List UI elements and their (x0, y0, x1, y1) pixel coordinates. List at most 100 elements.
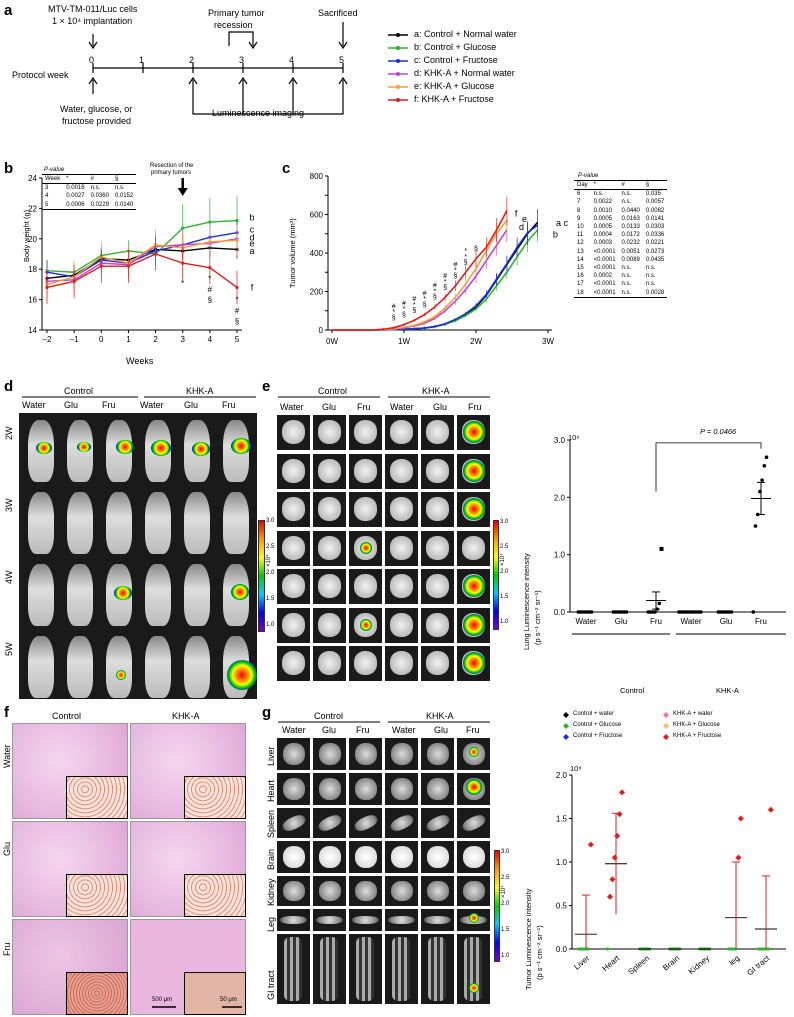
pvalue-cell: 10 (577, 224, 584, 231)
d-group-khka: KHK-A (186, 386, 214, 396)
g-point-fructose (587, 841, 594, 848)
pvalue-cell: 0.0089 (621, 256, 640, 263)
d-mouse-image (28, 636, 54, 698)
pvalue-cell: 14 (577, 256, 584, 263)
b-point-f (126, 264, 131, 268)
pvalue-header-cell: § (114, 176, 119, 182)
panel-letter-c: c (282, 160, 291, 177)
g-organ-image (427, 846, 449, 868)
e-lung-image (282, 420, 305, 444)
c-xtick-label: 0W (326, 337, 338, 346)
pvalue-cell: n.s. (114, 185, 125, 192)
pvalue-cell: 0.0028 (645, 289, 665, 296)
g-point-fructose (609, 876, 616, 883)
e-lung-image (282, 651, 305, 675)
c-sig-mark: # (433, 283, 437, 290)
c-sig-mark: # (453, 261, 457, 268)
b-point-f (45, 285, 49, 290)
pvalue-header-cell: Week (45, 176, 61, 182)
g-organ-image (355, 881, 377, 901)
e-lung-image (390, 574, 413, 598)
e-luminescence-signal (463, 421, 485, 443)
g-legend-3: Control + Fructose (573, 733, 623, 739)
b-end-label-f: f (251, 282, 254, 292)
e-cbar-tick-10: 1.0 (500, 619, 509, 625)
c-sig-mark: * (464, 254, 467, 261)
e-col-fru-2: Fru (468, 402, 482, 412)
e-luminescence-signal (360, 618, 372, 631)
pvalue-cell: 0.0051 (621, 248, 640, 255)
g-legend-marker-2 (563, 734, 569, 740)
chart-e-group-control: Control (620, 686, 645, 695)
g-row-liver: Liver (266, 746, 276, 766)
d-luminescence-signal (192, 442, 210, 456)
g-organ-image (391, 778, 413, 800)
e-lung-image (426, 574, 449, 598)
chart-b-ylabel: Body weight (g) (22, 209, 31, 262)
g-organ-image (352, 916, 379, 924)
pvalue-cell: 0.0006 (66, 201, 85, 208)
e-lung-image (318, 574, 341, 598)
g-group-khka: KHK-A (426, 711, 454, 721)
e-col-glu-1: Glu (322, 402, 337, 412)
e-lung-image (354, 420, 377, 444)
c-sig-mark: # (412, 296, 416, 303)
pvalue-row: 17 <0.0001 n.s. n.s. (574, 280, 667, 288)
provided-line1: Water, glucose, or (60, 104, 133, 114)
c-end-label: a c (556, 218, 569, 228)
f-inset-3 (66, 874, 128, 917)
d-luminescence-signal (116, 440, 134, 454)
d-mouse-image (184, 636, 210, 698)
resection-line2: primary tumors (151, 170, 192, 176)
pvalue-cell: 0.0172 (621, 232, 640, 239)
e-lung-image (318, 535, 341, 560)
e-lung-image (426, 651, 449, 675)
d-col-glu-1: Glu (64, 400, 79, 410)
d-mouse-image (184, 492, 210, 554)
pvalue-cell: 0.0360 (90, 193, 109, 200)
e-lung-image (282, 458, 305, 483)
g-legend-marker-4 (663, 723, 669, 729)
pvalue-cell: n.s. (621, 289, 632, 296)
d-col-water-2: Water (140, 400, 164, 410)
pvalue-cell: 0.0002 (593, 273, 613, 280)
pvalue-cell: 4 (45, 193, 49, 200)
d-mouse-image (67, 492, 93, 554)
g-luminescence-signal (469, 983, 479, 993)
pvalue-cell: 0.0163 (621, 215, 640, 222)
panel-letter-g: g (262, 704, 272, 721)
legend-dot-5 (396, 98, 400, 102)
b-xtick-label: –1 (70, 335, 79, 344)
g-legend-markers (563, 712, 669, 740)
d-luminescence-signal (231, 438, 251, 454)
d-cbar-tick-25: 2.5 (266, 544, 275, 550)
pvalue-row: 18 <0.0001 n.s. 0.0028 (574, 289, 668, 298)
f-scale-500: 500 μm (152, 997, 173, 1003)
pvalue-cell: 0.0221 (645, 240, 665, 247)
e-lung-image (390, 420, 413, 444)
e-ytick-label: 2.0 (554, 493, 566, 502)
d-mouse-image (106, 636, 132, 698)
pvalue-cell: 0.0303 (645, 224, 665, 231)
pvalue-cell: 5 (45, 201, 49, 208)
d-colorbar (258, 520, 265, 632)
e-lung-image (462, 535, 485, 560)
b-series-d (46, 238, 238, 283)
resection-line1: Resection of the (150, 163, 194, 169)
e-group-underlines (278, 396, 490, 398)
g-legend-4: KHK-A + water (673, 711, 713, 717)
pvalue-cell: 0.0004 (593, 232, 613, 239)
legend-dot-2 (396, 59, 400, 63)
pvalue-cell: 0.035 (645, 191, 661, 198)
pvalue-cell: 0.0022 (593, 199, 613, 206)
e-lung-image (282, 535, 305, 560)
d-mouse-image (67, 564, 93, 626)
f-group-control: Control (52, 711, 82, 721)
e-lung-image (282, 612, 305, 637)
event-sacrificed: Sacrificed (318, 8, 358, 18)
week-0: 0 (89, 55, 95, 65)
chart-b-xlabel: Weeks (126, 356, 154, 366)
pvalue-cell: n.s. (621, 281, 632, 288)
g-organ-image (283, 846, 305, 868)
chart-g-ylabel-2: (p s⁻¹ cm⁻² sr⁻¹) (535, 925, 544, 980)
